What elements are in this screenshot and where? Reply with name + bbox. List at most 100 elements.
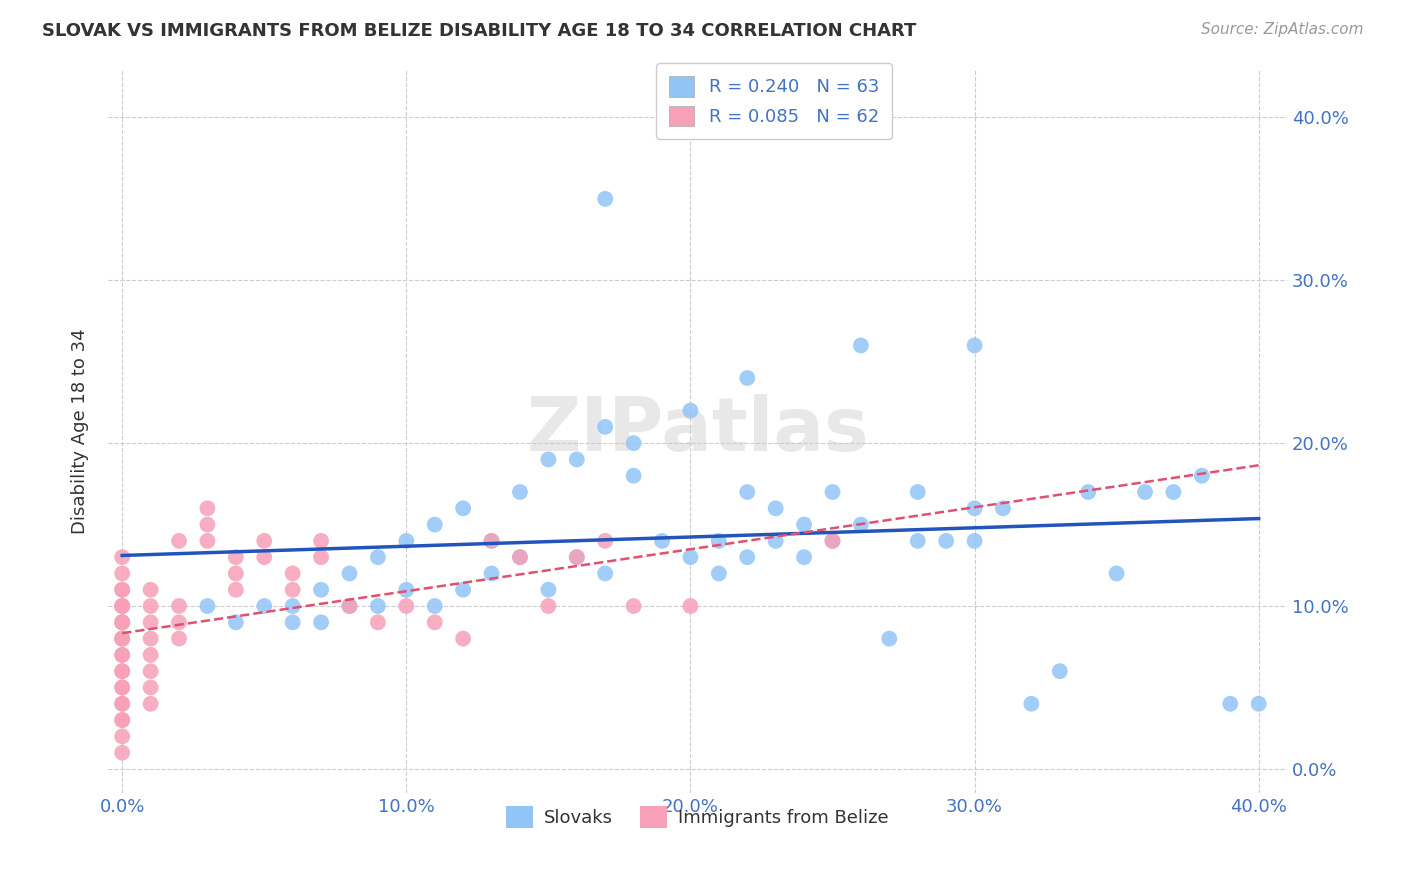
Point [225,566,247,581]
Point [111,729,134,743]
Point [963,533,986,548]
Legend: Slovaks, Immigrants from Belize: Slovaks, Immigrants from Belize [499,798,896,835]
Point [309,533,332,548]
Point [821,485,844,500]
Point [1163,485,1185,500]
Point [139,648,162,662]
Point [623,599,645,613]
Point [111,648,134,662]
Text: ZIPatlas: ZIPatlas [526,394,869,467]
Point [963,338,986,352]
Point [111,599,134,613]
Point [197,599,219,613]
Text: SLOVAK VS IMMIGRANTS FROM BELIZE DISABILITY AGE 18 TO 34 CORRELATION CHART: SLOVAK VS IMMIGRANTS FROM BELIZE DISABIL… [42,22,917,40]
Point [225,550,247,565]
Point [1077,485,1099,500]
Point [111,632,134,646]
Text: Source: ZipAtlas.com: Source: ZipAtlas.com [1201,22,1364,37]
Point [139,599,162,613]
Point [111,582,134,597]
Point [1133,485,1156,500]
Point [197,501,219,516]
Point [593,566,616,581]
Point [111,681,134,695]
Point [367,615,389,630]
Point [849,338,872,352]
Point [481,566,503,581]
Point [451,501,474,516]
Point [111,697,134,711]
Point [111,566,134,581]
Point [111,681,134,695]
Point [481,533,503,548]
Point [935,533,957,548]
Point [423,517,446,532]
Point [565,452,588,467]
Point [963,501,986,516]
Point [395,582,418,597]
Point [167,615,190,630]
Point [309,550,332,565]
Point [111,632,134,646]
Point [111,713,134,727]
Point [281,566,304,581]
Point [111,615,134,630]
Point [253,599,276,613]
Point [111,664,134,678]
Point [793,550,815,565]
Point [765,533,787,548]
Point [111,697,134,711]
Point [821,533,844,548]
Point [225,615,247,630]
Point [111,746,134,760]
Point [537,582,560,597]
Point [167,599,190,613]
Point [423,599,446,613]
Point [623,468,645,483]
Point [451,632,474,646]
Point [339,599,361,613]
Point [907,533,929,548]
Point [907,485,929,500]
Point [821,533,844,548]
Point [565,550,588,565]
Point [593,192,616,206]
Point [367,599,389,613]
Point [735,550,758,565]
Point [111,599,134,613]
Point [339,566,361,581]
Point [197,533,219,548]
Y-axis label: Disability Age 18 to 34: Disability Age 18 to 34 [72,328,89,533]
Point [139,681,162,695]
Point [849,517,872,532]
Point [111,648,134,662]
Point [1021,697,1043,711]
Point [879,632,901,646]
Point [679,403,702,417]
Point [111,713,134,727]
Point [111,582,134,597]
Point [253,533,276,548]
Point [197,517,219,532]
Point [1105,566,1128,581]
Point [395,599,418,613]
Point [651,533,673,548]
Point [423,615,446,630]
Point [111,599,134,613]
Point [225,582,247,597]
Point [367,550,389,565]
Point [309,582,332,597]
Point [765,501,787,516]
Point [111,632,134,646]
Point [679,599,702,613]
Point [111,615,134,630]
Point [395,533,418,548]
Point [481,533,503,548]
Point [111,664,134,678]
Point [509,485,531,500]
Point [1191,468,1213,483]
Point [623,436,645,450]
Point [139,664,162,678]
Point [309,615,332,630]
Point [991,501,1014,516]
